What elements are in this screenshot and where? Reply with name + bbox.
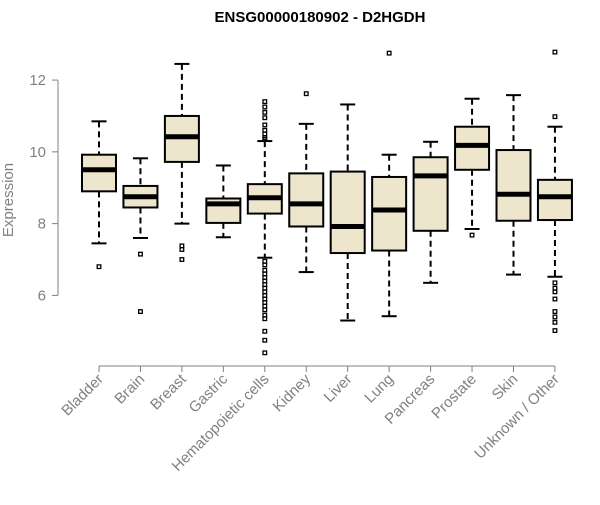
outlier-point — [137, 309, 143, 314]
outlier-point — [552, 280, 558, 286]
outlier-point — [552, 309, 558, 314]
box-body — [454, 125, 491, 171]
outlier-point — [262, 350, 268, 356]
box-group-hematopoietic-cells — [246, 99, 283, 356]
y-tick-label: 10 — [29, 144, 46, 161]
x-tick-label: Lung — [361, 371, 397, 407]
box-group-kidney — [288, 91, 325, 274]
box-group-brain — [122, 157, 159, 314]
outlier-point — [262, 316, 268, 322]
outlier-point — [552, 49, 558, 55]
x-tick-label: Skin — [489, 371, 522, 404]
outlier-point — [552, 314, 558, 320]
box-group-skin — [495, 94, 532, 276]
box-body — [81, 153, 117, 193]
outlier-point — [262, 307, 268, 313]
x-tick-label: Bladder — [58, 371, 107, 420]
box-group-liver — [329, 103, 366, 322]
outlier-point — [552, 328, 558, 334]
chart-title: ENSG00000180902 - D2HGDH — [215, 9, 426, 26]
axes: 6 8 10 12 — [29, 72, 556, 372]
outlier-point — [137, 251, 143, 257]
box-group-unknown-other — [536, 49, 573, 334]
outlier-point — [179, 247, 185, 252]
outlier-point — [262, 262, 268, 268]
y-axis-label: Expression — [0, 163, 17, 237]
outlier-point — [262, 99, 268, 105]
outlier-point — [179, 257, 185, 262]
x-tick-label: Breast — [147, 370, 190, 413]
outlier-point — [552, 319, 558, 325]
outlier-point — [262, 122, 268, 128]
x-tick-label: Kidney — [270, 370, 315, 415]
y-tick-label: 8 — [38, 216, 46, 233]
boxes — [81, 49, 573, 356]
box-body — [536, 178, 573, 222]
outlier-point — [262, 136, 268, 142]
x-tick-label: Liver — [321, 371, 356, 406]
box-body — [329, 170, 366, 255]
y-tick-label: 6 — [38, 287, 46, 304]
x-tick-label: Brain — [111, 371, 148, 408]
outlier-point — [552, 114, 558, 120]
box-group-bladder — [81, 120, 117, 270]
box-body — [288, 172, 325, 228]
outlier-point — [262, 337, 268, 343]
outlier-point — [469, 232, 475, 238]
box-group-prostate — [454, 97, 491, 238]
box-body — [412, 156, 449, 232]
box-group-lung — [371, 50, 408, 318]
box-body — [371, 175, 408, 252]
outlier-point — [386, 50, 392, 56]
outlier-point — [303, 91, 309, 97]
x-tick-label: Prostate — [428, 371, 480, 423]
outlier-point — [262, 109, 268, 115]
box-group-pancreas — [412, 140, 449, 284]
outlier-point — [262, 104, 268, 110]
outlier-point — [552, 289, 558, 295]
outlier-point — [96, 264, 102, 270]
outlier-point — [262, 115, 268, 121]
box-group-gastric — [205, 164, 242, 239]
outlier-point — [552, 296, 558, 302]
box-body — [495, 149, 532, 222]
outlier-point — [262, 328, 268, 334]
y-tick-label: 12 — [29, 72, 46, 89]
box-group-breast — [163, 62, 200, 262]
